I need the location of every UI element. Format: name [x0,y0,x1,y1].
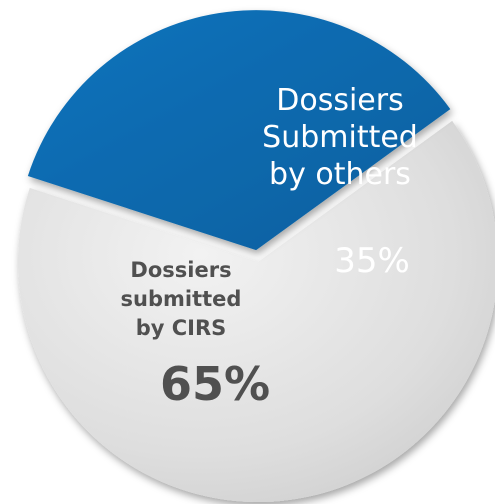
slice-label-1: Dossiers Submitted by others [262,83,418,192]
slice-value-label-1: 35% [334,241,410,281]
slice-label-line: Dossiers [130,258,231,282]
slice-label-line: by others [269,157,411,192]
slice-value-label-2: 65% [160,357,270,411]
slice-label-line: submitted [121,287,242,311]
slice-label-2: Dossiers submitted by CIRS [121,258,242,340]
slice-label-line: Submitted [262,120,418,155]
slice-label-line: by CIRS [136,316,227,340]
slice-label-line: Dossiers [276,83,403,118]
